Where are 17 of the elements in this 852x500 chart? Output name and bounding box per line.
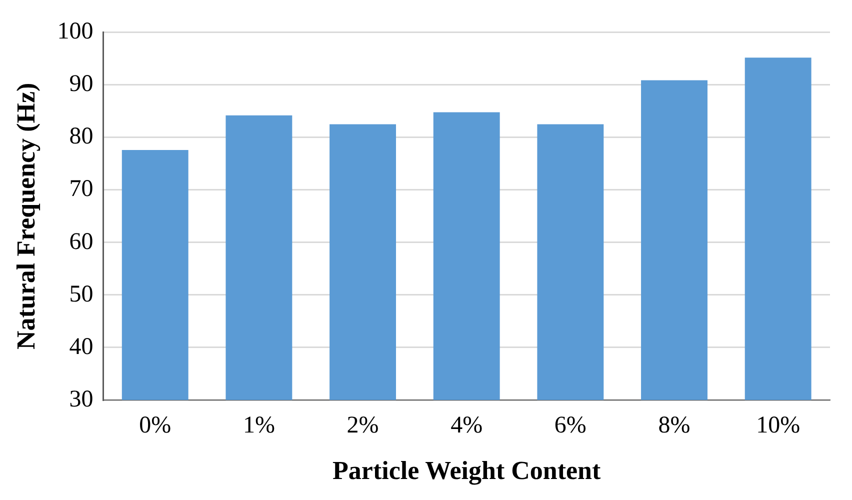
- x-tick-label: 1%: [242, 412, 275, 439]
- y-axis-title: Natural Frequency (Hz): [11, 82, 40, 350]
- x-tick-label: 4%: [450, 412, 483, 439]
- y-tick-label: 30: [69, 386, 94, 412]
- x-tick-label: 8%: [658, 412, 690, 439]
- x-axis-title: Particle Weight Content: [332, 456, 602, 486]
- x-tick-label: 0%: [139, 412, 172, 439]
- y-tick-label: 80: [69, 124, 94, 150]
- y-tick-label: 40: [69, 334, 94, 360]
- y-tick-label: 90: [69, 71, 94, 98]
- y-tick-label: 50: [69, 281, 94, 308]
- y-tick-label: 100: [57, 18, 94, 45]
- x-tick-label: 10%: [756, 412, 800, 439]
- x-tick-label: 6%: [554, 412, 586, 439]
- y-tick-label: 70: [69, 176, 94, 202]
- y-tick-label: 60: [69, 228, 94, 255]
- x-tick-label: 2%: [346, 412, 379, 439]
